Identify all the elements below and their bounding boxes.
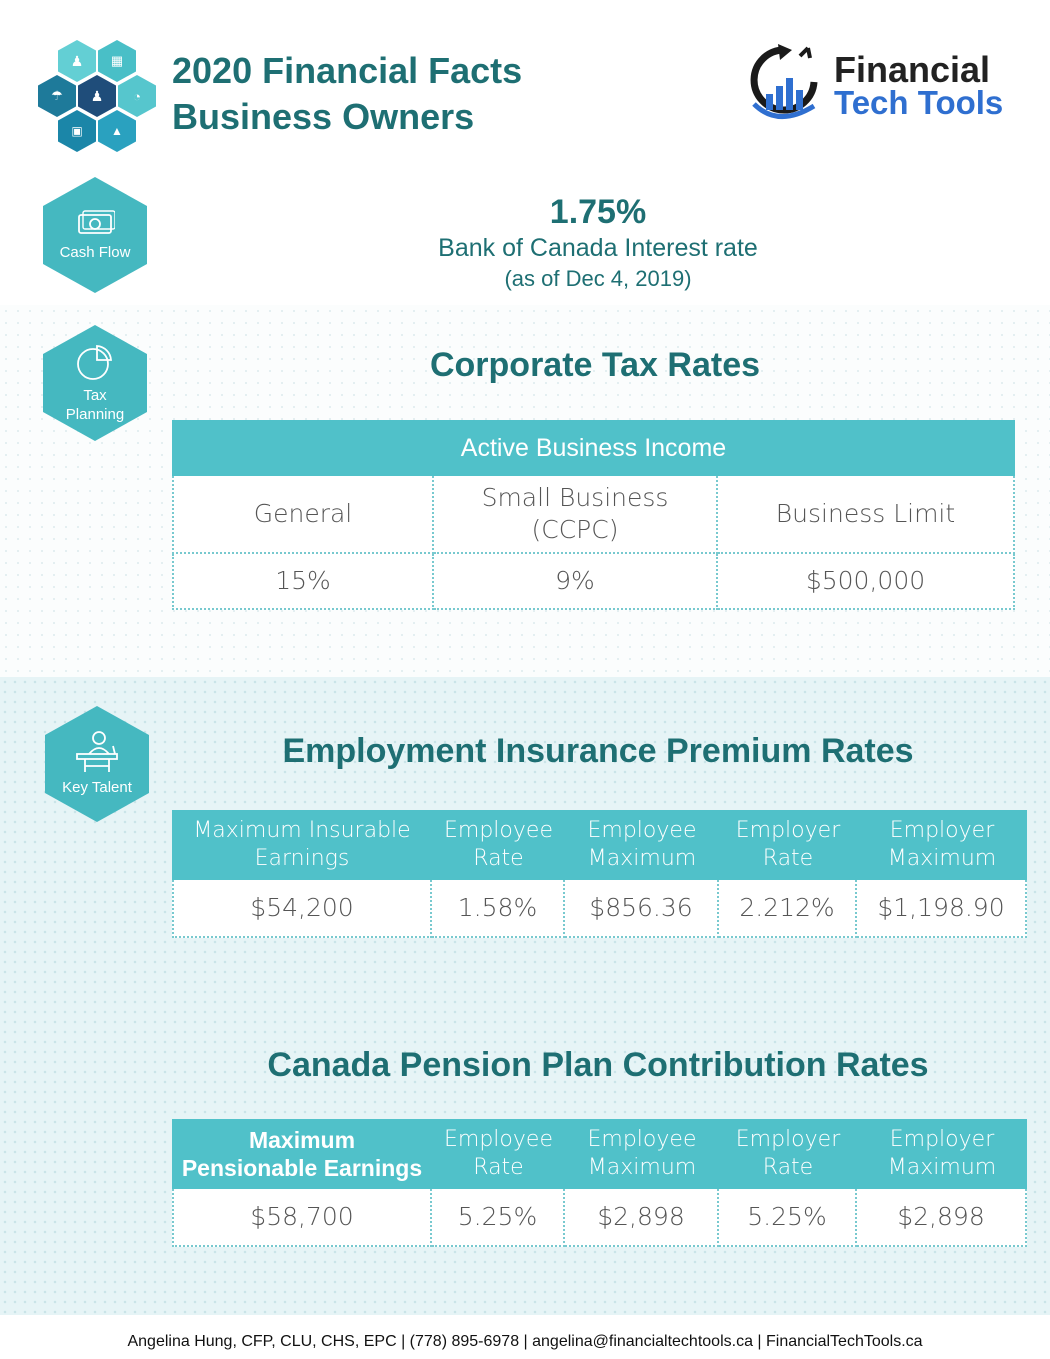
ei-header-employee-max: Employee Maximum [565, 810, 719, 880]
logo-text-line-2: Tech Tools [834, 84, 1004, 121]
interest-rate-date: (as of Dec 4, 2019) [504, 266, 692, 291]
cpp-title: Canada Pension Plan Contribution Rates [267, 1046, 929, 1084]
podium-icon: ▲ [111, 124, 123, 138]
ei-header-1-l1: Employee [444, 818, 553, 843]
ei-value-max-earnings: $54,200 [172, 880, 432, 938]
small-business-label: Small Business (CCPC) [434, 476, 718, 554]
hex-tile: ♟ [78, 75, 116, 117]
general-label: General [172, 476, 434, 554]
page-title: 2020 Financial Facts Business Owners [172, 48, 522, 140]
ei-header-3-l1: Employer [735, 818, 841, 843]
logo-chart-icon [750, 44, 818, 119]
ei-header-0-l1: Maximum Insurable [193, 818, 411, 843]
cpp-value-employer-max: $2,898 [857, 1189, 1027, 1247]
cpp-value-max-earnings: $58,700 [172, 1189, 432, 1247]
cpp-value-employee-rate: 5.25% [432, 1189, 565, 1247]
ei-header-3-l2: Rate [762, 846, 814, 871]
title-line-2: Business Owners [172, 96, 475, 137]
cpp-header-employee-max: Employee Maximum [565, 1119, 719, 1189]
tax-planning-label-2: Planning [65, 406, 125, 423]
people-icon: ♟ [90, 87, 104, 104]
cpp-header-0-l2: Pensionable Earnings [181, 1155, 423, 1181]
corporate-tax-table: Active Business Income General Small Bus… [172, 420, 1015, 610]
cpp-header-employee-rate: Employee Rate [432, 1119, 565, 1189]
business-limit-value: $500,000 [718, 554, 1015, 610]
ei-header-1-l2: Rate [473, 846, 524, 871]
cpp-header-max-earnings: Maximum Pensionable Earnings [172, 1119, 432, 1189]
cash-flow-badge: Cash Flow [43, 177, 147, 293]
cpp-header-3-l1: Employer [735, 1127, 841, 1152]
ei-value-employer-max: $1,198.90 [857, 880, 1027, 938]
cpp-header-employer-rate: Employer Rate [719, 1119, 857, 1189]
interest-rate-label: Bank of Canada Interest rate [438, 234, 758, 262]
interest-rate-value: 1.75% [549, 193, 647, 231]
cpp-header-employer-max: Employer Maximum [857, 1119, 1027, 1189]
cpp-header-1-l2: Rate [473, 1155, 524, 1180]
active-business-income-header: Active Business Income [172, 420, 1015, 476]
cpp-header-2-l2: Maximum [587, 1155, 697, 1180]
ei-header-employer-max: Employer Maximum [857, 810, 1027, 880]
hex-tile: ◔ [118, 75, 156, 117]
company-logo: Financial Tech Tools [748, 42, 1008, 126]
ei-table: Maximum Insurable Earnings Employee Rate… [172, 810, 1027, 938]
cpp-value-employee-max: $2,898 [565, 1189, 719, 1247]
hex-tile: ♟ [58, 40, 96, 82]
ei-header-max-earnings: Maximum Insurable Earnings [172, 810, 432, 880]
ei-header-4-l2: Maximum [887, 846, 997, 871]
family-icon: ♟ [70, 52, 84, 69]
pie-chart-icon: ◔ [133, 88, 141, 104]
tax-planning-label-1: Tax [83, 386, 107, 404]
cpp-header-4-l1: Employer [889, 1127, 995, 1152]
ei-header-employee-rate: Employee Rate [432, 810, 565, 880]
ei-value-employer-rate: 2.212% [719, 880, 857, 938]
cpp-value-employer-rate: 5.25% [719, 1189, 857, 1247]
hex-tile: ▲ [98, 110, 136, 152]
key-talent-label: Key Talent [62, 779, 132, 797]
cpp-header-1-l1: Employee [444, 1127, 553, 1152]
business-limit-label: Business Limit [718, 476, 1015, 554]
cpp-header-2-l1: Employee [587, 1127, 697, 1152]
ei-header-0-l2: Earnings [254, 846, 350, 871]
hex-tile: ▣ [58, 110, 96, 152]
document-icon: ▣ [71, 124, 83, 138]
tax-planning-badge: Tax Planning [43, 325, 147, 441]
small-business-label-1: Small Business [481, 483, 669, 512]
ei-header-2-l1: Employee [587, 818, 697, 843]
podium-speaker-icon [76, 731, 118, 773]
cpp-table: Maximum Pensionable Earnings Employee Ra… [172, 1119, 1027, 1247]
small-business-label-2: (CCPC) [531, 515, 619, 544]
ei-header-2-l2: Maximum [587, 846, 697, 871]
ei-header-employer-rate: Employer Rate [719, 810, 857, 880]
title-line-1: 2020 Financial Facts [172, 50, 523, 91]
footer-contact: Angelina Hung, CFP, CLU, CHS, EPC | (778… [127, 1333, 923, 1350]
general-value: 15% [172, 554, 434, 610]
logo-text-line-1: Financial [834, 49, 991, 90]
money-stack-icon [78, 210, 115, 235]
umbrella-icon: ☂ [51, 88, 63, 103]
interest-rate-block: 1.75% Bank of Canada Interest rate (as o… [300, 192, 896, 294]
ei-title: Employment Insurance Premium Rates [282, 732, 914, 770]
ei-value-employee-max: $856.36 [565, 880, 719, 938]
cpp-header-3-l2: Rate [762, 1155, 814, 1180]
corporate-tax-title: Corporate Tax Rates [429, 346, 761, 384]
pie-chart-icon [77, 344, 112, 380]
small-business-value: 9% [434, 554, 718, 610]
ei-header-4-l1: Employer [889, 818, 995, 843]
cash-flow-label: Cash Flow [59, 244, 131, 262]
ei-value-employee-rate: 1.58% [432, 880, 565, 938]
money-icon: ▦ [110, 53, 124, 68]
cpp-header-0-l1: Maximum [248, 1127, 356, 1153]
hex-tile: ▦ [98, 40, 136, 82]
cpp-header-4-l2: Maximum [887, 1155, 997, 1180]
hex-tile: ☂ [38, 75, 76, 117]
